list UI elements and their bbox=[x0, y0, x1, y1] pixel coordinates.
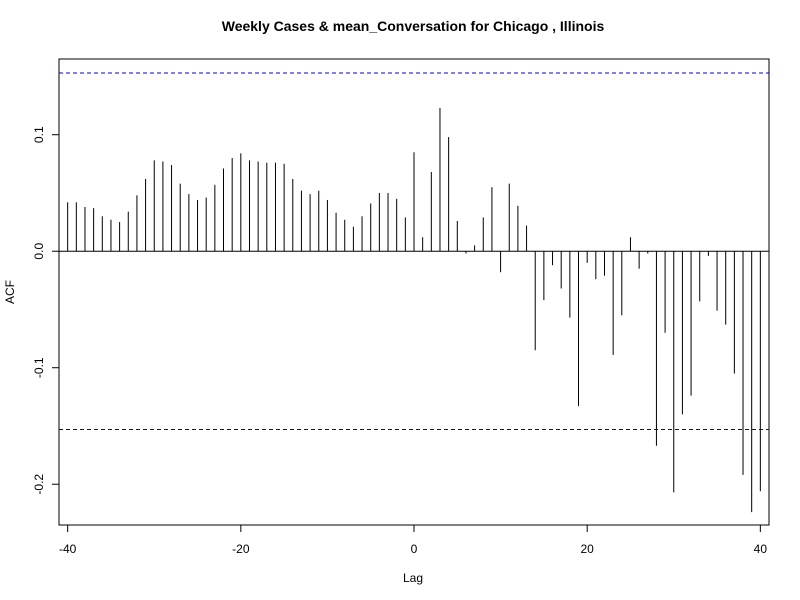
y-tick-label: 0.0 bbox=[32, 243, 46, 260]
chart-title: Weekly Cases & mean_Conversation for Chi… bbox=[222, 18, 605, 34]
x-axis-label: Lag bbox=[403, 571, 423, 585]
y-tick-label: 0.1 bbox=[32, 126, 46, 143]
x-axis: -40 -20 0 20 40 bbox=[59, 524, 768, 556]
y-tick-label: -0.1 bbox=[32, 357, 46, 378]
acf-bars bbox=[67, 107, 761, 513]
x-tick-label: -20 bbox=[232, 542, 250, 556]
y-tick-label: -0.2 bbox=[32, 474, 46, 495]
x-tick-label: 0 bbox=[411, 542, 418, 556]
x-tick-label: 20 bbox=[580, 542, 594, 556]
plot-frame bbox=[58, 58, 770, 526]
x-tick-label: -40 bbox=[59, 542, 77, 556]
x-tick-label: 40 bbox=[754, 542, 768, 556]
y-axis-label: ACF bbox=[3, 280, 17, 304]
y-axis: -0.2 -0.1 0.0 0.1 bbox=[32, 126, 60, 495]
